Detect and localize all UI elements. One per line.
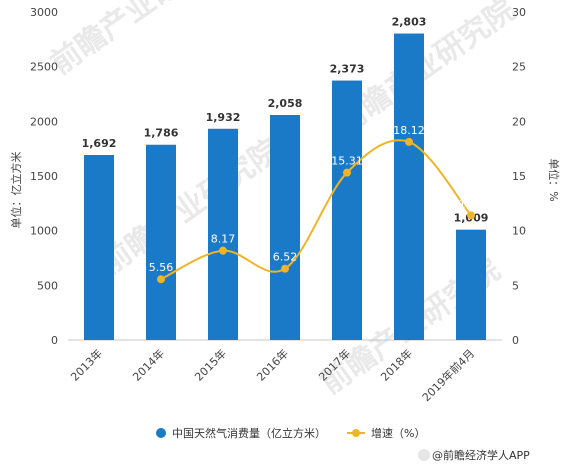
x-tick-label: 2015年 bbox=[192, 346, 229, 383]
legend-bar-swatch bbox=[156, 428, 166, 438]
y-left-tick-label: 1500 bbox=[30, 170, 58, 183]
watermark-text: 前瞻产业研究院 bbox=[45, 0, 237, 82]
y-left-tick-label: 2500 bbox=[30, 61, 58, 74]
growth-value-label: 11.4 bbox=[459, 197, 484, 210]
bar-value-label: 2,058 bbox=[268, 97, 303, 110]
y-axis-right: 0 5 10 15 20 25 30 bbox=[512, 6, 526, 347]
y-axis-left-title: 单位：亿立方米 bbox=[9, 152, 23, 229]
legend-line-marker bbox=[352, 429, 360, 437]
y-right-tick-label: 20 bbox=[512, 115, 526, 128]
legend: 中国天然气消费量（亿立方米） 增速（%） bbox=[156, 426, 425, 440]
growth-value-label: 5.56 bbox=[149, 261, 174, 274]
x-axis-ticks: 2013年 2014年 2015年 2016年 2017年 2018年 2019年前4月 bbox=[68, 346, 477, 404]
x-tick-label: 2019年前4月 bbox=[419, 346, 477, 404]
growth-value-label: 18.12 bbox=[393, 124, 425, 137]
y-axis-left: 0 500 1000 1500 2000 2500 3000 bbox=[30, 6, 58, 347]
y-axis-right-title: 单位：% bbox=[547, 158, 561, 201]
source-label: @前瞻经济学人APP bbox=[432, 448, 530, 462]
bar-value-label: 1,932 bbox=[206, 111, 241, 124]
bar bbox=[270, 114, 300, 340]
bar bbox=[208, 128, 238, 340]
growth-point bbox=[467, 211, 475, 220]
x-tick-label: 2016年 bbox=[254, 346, 291, 383]
source-logo: @前瞻经济学人APP bbox=[418, 448, 530, 462]
y-left-tick-label: 500 bbox=[37, 279, 58, 292]
legend-bar-label: 中国天然气消费量（亿立方米） bbox=[172, 426, 326, 440]
y-left-tick-label: 3000 bbox=[30, 6, 58, 19]
x-tick-label: 2014年 bbox=[130, 346, 167, 383]
bar-value-label: 1,692 bbox=[82, 137, 117, 150]
watermark-text: 前瞻产业研究院 bbox=[95, 132, 287, 281]
logo-icon bbox=[418, 449, 430, 461]
growth-value-label: 6.52 bbox=[273, 251, 298, 264]
bar bbox=[394, 33, 424, 340]
growth-value-label: 8.17 bbox=[211, 233, 236, 246]
y-right-tick-label: 5 bbox=[512, 279, 519, 292]
growth-labels: 5.56 8.17 6.52 15.31 18.12 11.4 bbox=[149, 124, 484, 274]
growth-point bbox=[219, 246, 227, 255]
legend-line-label: 增速（%） bbox=[371, 426, 425, 440]
y-right-tick-label: 10 bbox=[512, 225, 526, 238]
bar bbox=[332, 80, 362, 340]
x-tick-label: 2013年 bbox=[68, 346, 105, 383]
y-left-tick-label: 0 bbox=[51, 334, 58, 347]
bar-value-label: 1,786 bbox=[144, 127, 179, 140]
growth-value-label: 15.31 bbox=[331, 155, 363, 168]
bar bbox=[84, 155, 114, 340]
y-right-tick-label: 0 bbox=[512, 334, 519, 347]
y-left-tick-label: 2000 bbox=[30, 115, 58, 128]
growth-point bbox=[157, 275, 165, 284]
bar bbox=[146, 144, 176, 340]
y-right-tick-label: 15 bbox=[512, 170, 526, 183]
bar-value-label: 2,803 bbox=[392, 16, 427, 29]
growth-point bbox=[343, 168, 351, 177]
bar-value-label: 2,373 bbox=[330, 63, 365, 76]
y-right-tick-label: 30 bbox=[512, 6, 526, 19]
growth-points bbox=[157, 137, 475, 284]
y-left-tick-label: 1000 bbox=[30, 225, 58, 238]
bar-series bbox=[84, 33, 486, 340]
growth-point bbox=[281, 264, 289, 273]
bar bbox=[456, 229, 486, 340]
growth-point bbox=[405, 137, 413, 146]
y-right-tick-label: 25 bbox=[512, 61, 526, 74]
